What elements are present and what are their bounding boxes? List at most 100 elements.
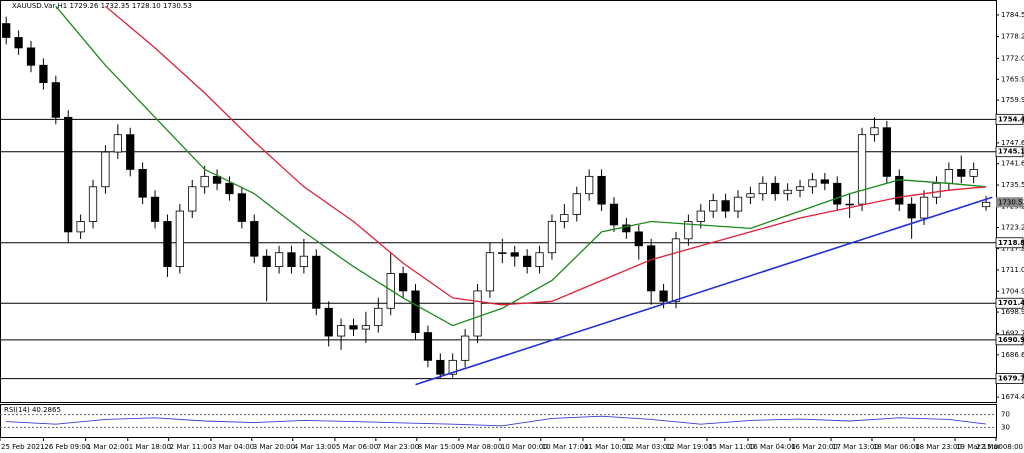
y-tick-label: 1747.65	[1001, 139, 1024, 147]
candle-body	[907, 203, 916, 219]
level-label: 1679.75	[998, 375, 1024, 383]
candle-body	[535, 252, 544, 268]
candle-body	[312, 255, 321, 309]
candle-body	[39, 64, 48, 84]
candle-body	[783, 189, 792, 195]
candle-body	[349, 325, 358, 330]
candle-body	[845, 203, 854, 206]
candle-body	[163, 221, 172, 268]
x-tick-label: 26 Feb 09:00	[44, 443, 90, 451]
moving-average	[104, 5, 987, 306]
candle-body	[746, 193, 755, 198]
level-label: 1701.45	[998, 299, 1024, 307]
candle-body	[324, 307, 333, 337]
x-tick-label: 7 Mar 23:00	[377, 443, 419, 451]
x-tick-label: 9 Mar 08:00	[460, 443, 502, 451]
candle-body	[150, 196, 160, 222]
candle-body	[882, 127, 891, 177]
candle-body	[274, 252, 284, 268]
candle-body	[647, 245, 656, 292]
candle-body	[113, 134, 122, 153]
candle-body	[795, 186, 805, 191]
chart-title: XAUUSD.Var,H1 1729.26 1732.35 1728.10 17…	[12, 2, 192, 10]
x-tick-label: 15 Mar 11:00	[708, 443, 755, 451]
x-tick-label: 16 Mar 20:00	[791, 443, 838, 451]
candle-body	[287, 252, 296, 268]
moving-average	[55, 5, 987, 327]
candle-body	[299, 255, 309, 268]
candle-body	[188, 186, 197, 212]
rsi-panel	[0, 404, 997, 438]
level-label: 1690.91	[998, 336, 1024, 344]
current-price-box	[996, 197, 1023, 208]
x-tick-label: 25 Feb 2021	[1, 443, 45, 451]
candle-body	[957, 169, 966, 177]
candle-body	[2, 23, 11, 38]
candle-body	[88, 186, 98, 222]
trendline	[415, 196, 993, 386]
candle-body	[386, 273, 395, 309]
y-tick-label: 1704.90	[1001, 287, 1024, 295]
candle-body	[498, 252, 507, 254]
candle-body	[560, 214, 569, 222]
candle-body	[919, 196, 929, 219]
y-tick-label: 1711.05	[1001, 266, 1024, 274]
y-tick-label: 1765.95	[1001, 75, 1024, 83]
y-tick-label: 1698.90	[1001, 308, 1024, 316]
candle-body	[101, 151, 110, 188]
candle-body	[51, 82, 60, 118]
rsi-label: RSI(14) 40.2865	[4, 406, 61, 414]
level-label: 1754.42	[998, 115, 1024, 123]
candle-body	[597, 175, 606, 205]
candle-body	[870, 127, 879, 136]
current-price-label: 1730.53	[998, 198, 1024, 206]
candle-body	[76, 221, 85, 233]
x-tick-label: 3 Mar 04:00	[212, 443, 254, 451]
candle-body	[510, 252, 519, 257]
rsi-line	[6, 415, 987, 427]
candle-body	[758, 182, 767, 195]
candle-body	[262, 255, 271, 268]
price-panel	[0, 0, 997, 403]
candle-body	[250, 221, 259, 257]
x-tick-label: 11 Mar 10:00	[584, 443, 631, 451]
candle-body	[634, 231, 643, 247]
y-tick-label: 1784.50	[1001, 11, 1024, 19]
x-tick-label: 12 Mar 03:00	[625, 443, 672, 451]
x-tick-label: 5 Mar 06:00	[336, 443, 378, 451]
candle-body	[659, 290, 668, 302]
candle-body	[547, 221, 557, 254]
rsi-tick-label: 70	[1001, 411, 1010, 419]
candle-body	[572, 193, 581, 215]
x-tick-label: 3 Mar 20:00	[253, 443, 295, 451]
rsi-tick-label: 30	[1001, 423, 1010, 431]
y-tick-label: 1674.40	[1001, 393, 1024, 401]
candle-body	[808, 179, 817, 188]
x-tick-label: 4 Mar 13:00	[294, 443, 336, 451]
x-tick-label: 18 Mar 23:00	[915, 443, 962, 451]
x-tick-label: 18 Mar 06:00	[873, 443, 920, 451]
candle-body	[857, 134, 867, 205]
y-tick-label: 1686.60	[1001, 351, 1024, 359]
candle-body	[671, 238, 681, 302]
candle-body	[225, 182, 234, 195]
x-tick-label: 1 Mar 18:00	[129, 443, 171, 451]
x-tick-label: 10 Mar 17:00	[542, 443, 589, 451]
y-tick-label: 1741.65	[1001, 160, 1024, 168]
x-tick-label: 22 Mar 08:00	[976, 443, 1023, 451]
candle-body	[200, 175, 209, 188]
candle-body	[721, 200, 730, 212]
candle-body	[126, 134, 135, 170]
candle-body	[461, 335, 470, 361]
level-label-box	[995, 113, 1024, 125]
candle-body	[336, 325, 346, 337]
candle-body	[485, 252, 495, 292]
candle-body	[436, 359, 445, 375]
y-tick-label: 1717.20	[1001, 245, 1024, 253]
x-tick-label: 2 Mar 11:00	[170, 443, 212, 451]
candle-body	[585, 175, 594, 195]
level-label: 1718.87	[998, 239, 1024, 247]
level-label-box	[995, 334, 1024, 346]
candle-body	[932, 182, 941, 198]
